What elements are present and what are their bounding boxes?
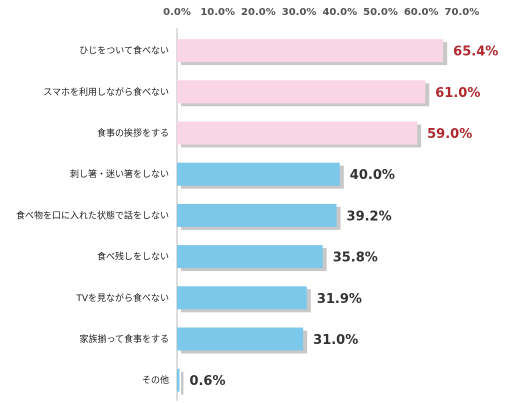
bar-row: 食べ残しをしない 35.8% [97,245,378,272]
data-label: 65.4% [453,45,498,60]
category-label: 食事の挨拶をする [97,127,169,139]
bar-row: TVを見ながら食べない 31.9% [75,286,362,313]
category-label: その他 [142,374,169,386]
bar [177,327,304,351]
data-label: 0.6% [189,374,225,389]
bar-row: 食べ物を口に入れた状態で話をしない 39.2% [16,203,392,230]
bar-row: 家族揃って食事をする 31.0% [79,327,358,354]
bar-row: 食事の挨拶をする 59.0% [97,121,472,148]
x-tick-label: 0.0% [163,7,191,18]
bar [177,286,307,310]
x-tick-label: 60.0% [404,7,439,18]
bar-row: 刺し箸・迷い箸をしない 40.0% [70,162,395,189]
x-tick-label: 40.0% [322,7,357,18]
bar-row: スマホを利用しながら食べない 61.0% [43,80,480,107]
bar [177,121,418,145]
bar [177,368,180,392]
x-tick-label: 50.0% [363,7,398,18]
category-label: 刺し箸・迷い箸をしない [70,168,169,180]
data-label: 35.8% [333,251,378,266]
category-label: 家族揃って食事をする [79,333,169,345]
bar [177,80,426,104]
data-label: 59.0% [427,127,472,142]
bars: ひじをついて食べない 65.4% スマホを利用しながら食べない 61.0% 食事の挨拶を… [16,39,498,395]
bar-shadow [181,371,184,395]
x-tick-label: 70.0% [445,7,480,18]
x-tick-label: 20.0% [241,7,276,18]
x-axis-ticks: 0.0% 10.0% 20.0% 30.0% 40.0% 50.0% 60.0% 70.0% [163,7,479,18]
x-tick-label: 10.0% [200,7,235,18]
bar [177,203,337,227]
bar-row: その他 0.6% [142,368,226,395]
category-label: 食べ残しをしない [97,251,169,263]
bar-row: ひじをついて食べない 65.4% [79,39,498,66]
data-label: 61.0% [435,86,480,101]
bar [177,162,340,186]
bar [177,39,444,63]
category-label: ひじをついて食べない [79,45,169,57]
data-label: 39.2% [347,209,392,224]
bar [177,245,323,269]
x-tick-label: 30.0% [282,7,317,18]
data-label: 31.9% [317,292,362,307]
category-label: スマホを利用しながら食べない [43,86,169,98]
data-label: 31.0% [313,333,358,348]
data-label: 40.0% [350,168,395,183]
category-label: 食べ物を口に入れた状態で話をしない [16,209,169,221]
category-label: TVを見ながら食べない [75,292,169,304]
